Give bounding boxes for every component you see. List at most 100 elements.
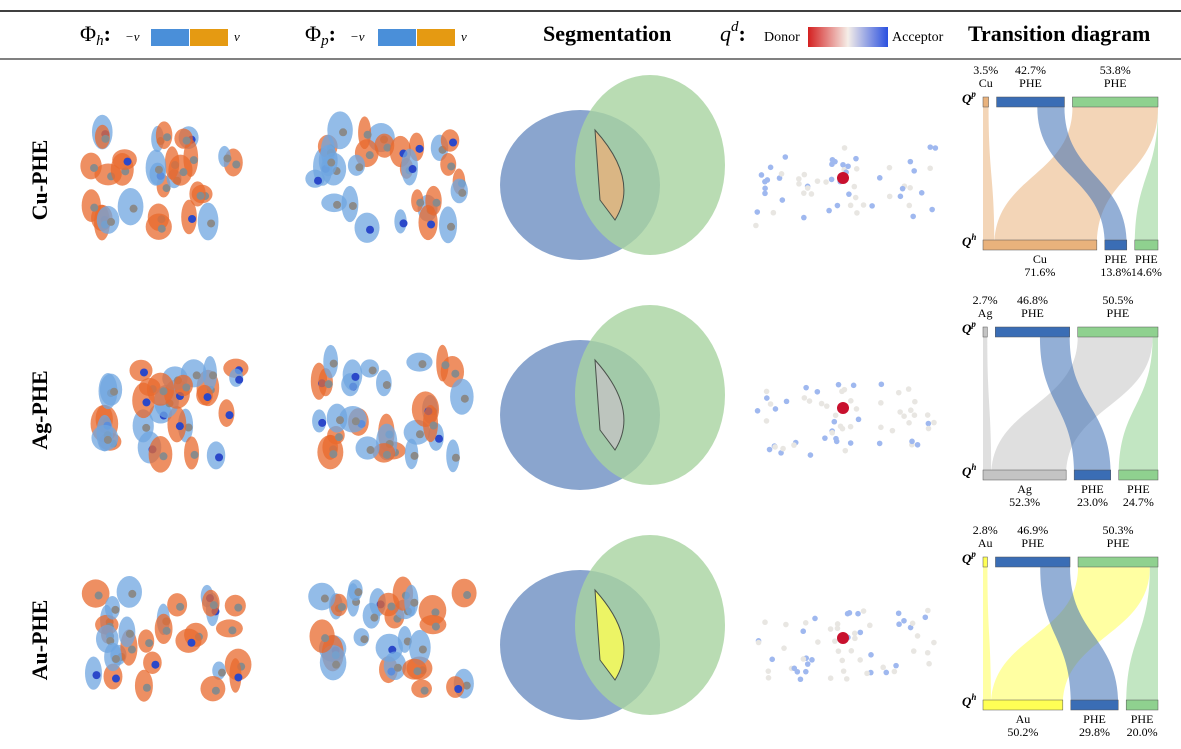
row-label: Ag-PHE — [27, 370, 52, 449]
atom — [891, 668, 898, 675]
node-bar — [982, 239, 1098, 251]
segment-boundary — [594, 588, 625, 681]
atom — [410, 598, 419, 607]
atom — [463, 591, 472, 600]
legend-neg: −v — [350, 29, 365, 44]
atom — [914, 441, 921, 448]
flow — [1126, 567, 1158, 705]
atom — [895, 610, 902, 617]
atom — [812, 615, 818, 622]
atom — [924, 649, 931, 656]
molecule — [827, 607, 937, 677]
atom — [223, 154, 232, 163]
atom — [808, 191, 815, 197]
atom — [803, 384, 809, 391]
q-symbol: Q — [962, 234, 972, 249]
atom — [449, 138, 458, 147]
q-sup: p — [970, 89, 976, 99]
q-sup: h — [971, 462, 976, 472]
atom — [826, 207, 832, 214]
atom — [893, 662, 899, 669]
atom — [909, 438, 915, 445]
atom — [762, 190, 768, 197]
atom — [157, 224, 166, 233]
atom — [886, 193, 893, 200]
atom — [864, 670, 870, 677]
molecule — [308, 576, 477, 699]
atom — [857, 657, 863, 663]
atom — [337, 602, 346, 611]
node-pct: 71.6% — [1024, 265, 1055, 279]
atom — [107, 217, 116, 226]
atom — [435, 434, 444, 443]
atom — [765, 668, 772, 674]
atom — [846, 191, 852, 197]
atom — [447, 162, 456, 171]
atom — [822, 435, 828, 441]
atom — [110, 387, 119, 396]
atom — [847, 423, 854, 430]
atom — [187, 638, 196, 647]
atom — [906, 202, 913, 209]
atom — [897, 193, 904, 200]
atom — [834, 625, 841, 632]
atom — [781, 645, 787, 651]
atom — [142, 683, 151, 692]
row-label: Cu-PHE — [27, 140, 52, 221]
atom — [366, 225, 375, 234]
atom — [772, 406, 779, 412]
q-sup: h — [971, 692, 976, 702]
atom — [829, 156, 836, 163]
node-bar — [1125, 699, 1159, 711]
atom — [860, 202, 867, 208]
atom — [840, 161, 846, 168]
node-bar — [982, 556, 988, 568]
atom — [878, 400, 884, 406]
atom — [758, 172, 765, 178]
atom — [910, 213, 916, 220]
atom — [368, 366, 377, 375]
atom — [451, 453, 460, 462]
atom — [895, 389, 902, 396]
atom — [924, 412, 931, 418]
atom — [111, 654, 120, 663]
atom — [154, 165, 163, 174]
atom — [841, 145, 848, 151]
atom — [320, 594, 329, 603]
atom — [462, 681, 471, 690]
atom — [228, 626, 237, 635]
legend-swatch — [417, 29, 455, 46]
q-symbol: Q — [962, 551, 972, 566]
atom — [333, 200, 342, 209]
atom — [129, 204, 138, 213]
flow — [1134, 107, 1158, 245]
atom — [111, 674, 120, 683]
atom — [845, 163, 851, 170]
atom — [801, 214, 807, 221]
atom — [927, 144, 934, 150]
atom — [225, 411, 234, 420]
atom — [127, 645, 136, 654]
flow — [983, 337, 992, 475]
atom — [818, 400, 825, 407]
atom — [441, 361, 450, 370]
molecule — [305, 111, 468, 244]
atom — [841, 386, 848, 393]
node-label: PHE — [1021, 536, 1044, 550]
atom — [416, 198, 425, 207]
atom — [334, 433, 343, 442]
atom — [363, 130, 372, 139]
atom — [355, 163, 364, 172]
q-label: Qp — [962, 89, 976, 106]
atom — [324, 380, 333, 389]
atom — [876, 440, 883, 447]
molecule — [753, 154, 860, 229]
q-symbol: Q — [962, 464, 972, 479]
atom — [848, 398, 854, 404]
flow — [1118, 337, 1158, 475]
node-label: PHE — [1135, 252, 1158, 266]
atom — [907, 158, 914, 165]
atom — [336, 416, 345, 425]
row-label: Au-PHE — [27, 600, 52, 681]
atom — [163, 133, 172, 142]
